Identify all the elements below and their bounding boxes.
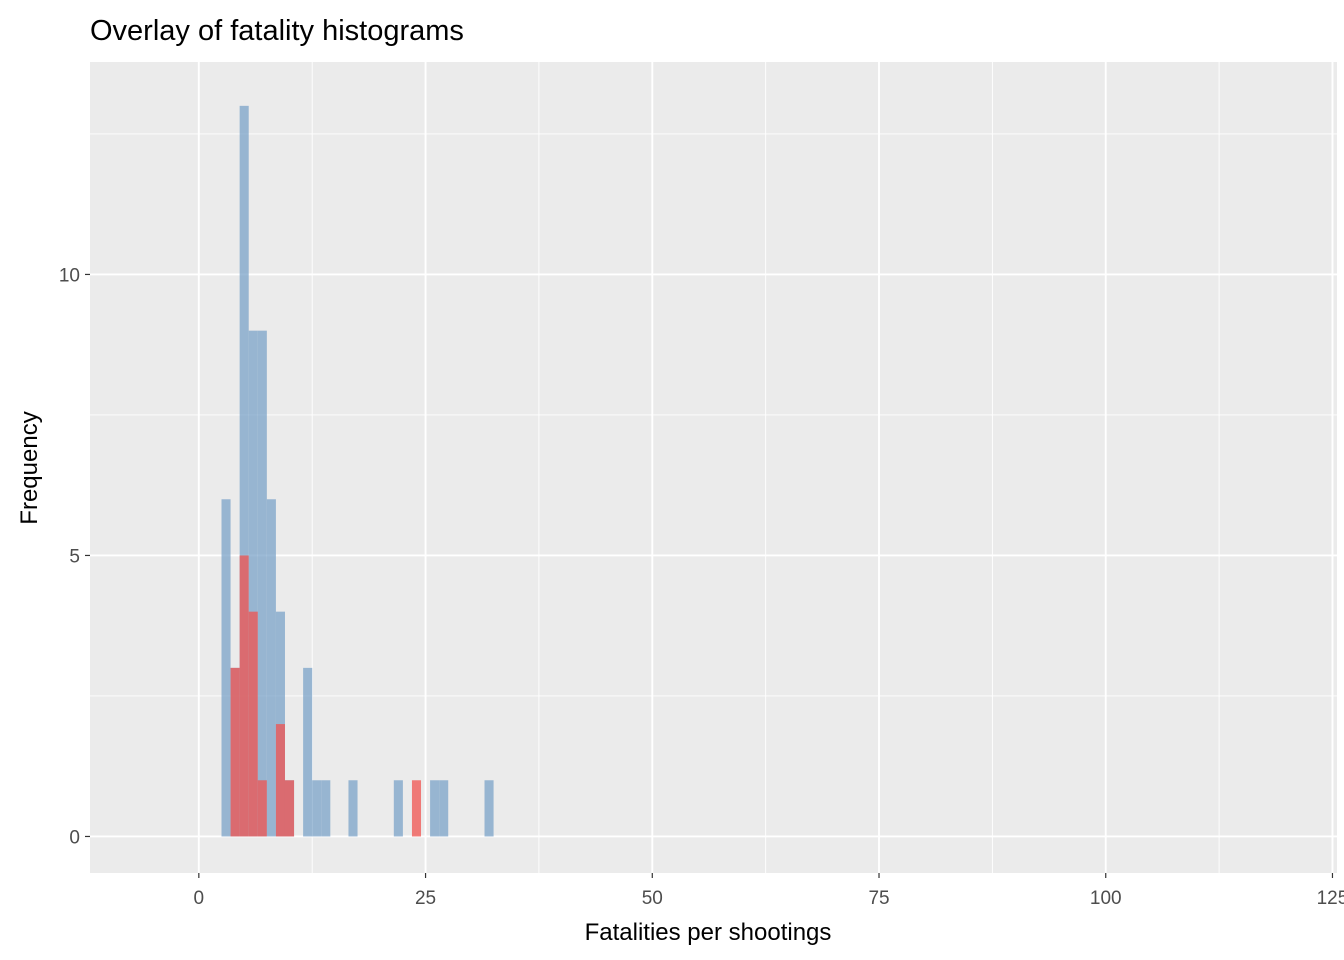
histogram-bar-series-2 (239, 555, 249, 837)
y-tick-label: 10 (59, 265, 80, 286)
histogram-bar-series-2 (411, 780, 422, 837)
histogram-bar-series-1 (239, 105, 249, 837)
histogram-bar-series-1 (248, 330, 258, 837)
histogram-bar-series-2 (284, 780, 295, 837)
histogram-bar-series-1 (312, 780, 322, 837)
x-tick-label: 75 (868, 888, 889, 909)
histogram-bar-series-1 (393, 780, 403, 837)
x-tick-label: 125 (1317, 888, 1344, 909)
histogram-bar-series-1 (303, 667, 313, 837)
chart-title: Overlay of fatality histograms (90, 15, 464, 47)
histogram-bars (221, 105, 494, 837)
histogram-bar-series-1 (266, 499, 276, 837)
x-axis-title: Fatalities per shootings (585, 919, 832, 946)
y-tick-label: 5 (69, 546, 80, 567)
grid-lines (90, 62, 1337, 873)
histogram-bar-series-2 (257, 780, 267, 837)
axes: 0 25 50 75 100 125 0 5 10 (59, 265, 1344, 909)
histogram-bar-series-1 (348, 780, 358, 837)
histogram-bar-series-1 (321, 780, 331, 837)
histogram-bar-series-2 (248, 611, 258, 837)
histogram-bar-series-1 (439, 780, 449, 837)
y-tick-label: 0 (69, 827, 80, 848)
x-tick-label: 100 (1090, 888, 1122, 909)
histogram-bar-series-1 (430, 780, 440, 837)
y-axis-title: Frequency (16, 411, 43, 524)
x-tick-label: 0 (194, 888, 205, 909)
histogram-bar-series-1 (257, 330, 267, 837)
x-tick-label: 50 (642, 888, 663, 909)
histogram-bar-series-1 (221, 499, 231, 837)
histogram-bar-series-1 (484, 780, 494, 837)
histogram-bar-series-2 (230, 667, 240, 837)
plot-panel (90, 62, 1337, 873)
histogram-bar-series-2 (275, 724, 285, 837)
x-tick-label: 25 (415, 888, 436, 909)
